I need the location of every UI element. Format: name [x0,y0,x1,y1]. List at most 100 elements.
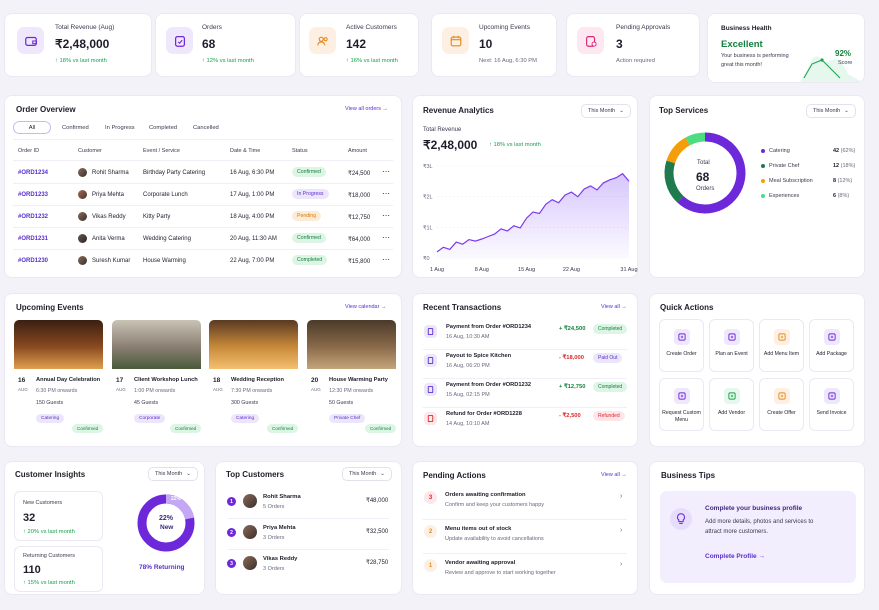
create-order-icon [673,329,690,345]
pending-count-badge: 1 [424,559,437,572]
transaction-date: 16 Aug, 06:20 PM [446,363,490,369]
quick-action-button[interactable]: Add Menu Item [759,319,804,372]
more-icon[interactable]: ⋯ [382,189,390,198]
pending-actions-card: Pending Actions View all → 3 Orders awai… [412,461,638,595]
insights-period-dropdown[interactable]: This Month ⌄ [148,467,198,481]
stat-value: 68 [202,37,216,51]
order-overview-title: Order Overview [16,105,76,114]
view-all-transactions-link[interactable]: View all → [601,304,627,310]
event-name: House Warming Party [329,377,388,383]
revenue-analytics-card: Revenue Analytics This Month ⌄ Total Reve… [412,95,638,278]
donut-slice [666,137,691,164]
legend-label: Experiences [769,193,800,199]
event-card[interactable]: 20 AUG House Warming Party 12:30 PM onwa… [307,320,397,435]
top-customer-row[interactable]: 1 Rohit Sharma 5 Orders ₹48,000 [216,491,403,519]
quick-action-button[interactable]: Add Package [809,319,854,372]
order-id[interactable]: #ORD1230 [18,258,49,264]
transaction-row[interactable]: Payout to Spice Kitchen 16 Aug, 06:20 PM… [413,350,639,378]
create-offer-icon [773,388,790,404]
revenue-period-dropdown[interactable]: This Month ⌄ [581,104,631,118]
x-tick-label: 8 Aug [475,267,489,273]
status-badge: Pending [292,211,322,221]
transaction-row[interactable]: Refund for Order #ORD1228 14 Aug, 10:10 … [413,408,639,436]
tab-cancelled[interactable]: Cancelled [193,125,219,131]
quick-action-button[interactable]: Create Order [659,319,704,372]
customer-orders: 3 Orders [263,566,285,572]
stat-card-approvals[interactable]: Pending Approvals 3 Action required [566,13,700,77]
quick-action-label: Add Vendor [717,410,746,416]
tab-in-progress[interactable]: In Progress [105,125,135,131]
event-month: AUG [311,387,321,392]
quick-action-button[interactable]: Plan an Event [709,319,754,372]
services-period-dropdown[interactable]: This Month ⌄ [806,104,856,118]
tab-confirmed[interactable]: Confirmed [62,125,89,131]
event-card[interactable]: 17 AUG Client Workshop Lunch 1:00 PM onw… [112,320,202,435]
pending-action-row[interactable]: 3 Orders awaiting confirmation Confirm a… [413,489,639,519]
view-all-orders-link[interactable]: View all orders → [345,106,389,112]
plan-event-icon [723,329,740,345]
stat-title: Orders [202,24,222,31]
revenue-change: ↑ 18% vs last month [489,142,541,148]
stat-card-events[interactable]: Upcoming Events 10 Next: 16 Aug, 6:30 PM [431,13,557,77]
add-package-icon [823,329,840,345]
quick-action-button[interactable]: Send Invoice [809,378,854,431]
transaction-name: Payment from Order #ORD1232 [446,382,532,388]
chevron-down-icon: ⌄ [380,471,385,477]
event-name: Wedding Reception [231,377,284,383]
view-calendar-link[interactable]: View calendar → [345,304,387,310]
transaction-status: Completed [593,382,628,392]
avatar [243,525,257,539]
pending-desc: Update availability to avoid cancellatio… [445,536,544,542]
event-name: Corporate Lunch [143,192,188,198]
rank-badge: 3 [227,559,236,568]
event-card[interactable]: 18 AUG Wedding Reception 7:30 PM onwards… [209,320,299,435]
quick-action-button[interactable]: Add Vendor [709,378,754,431]
order-id[interactable]: #ORD1231 [18,236,49,242]
event-month: AUG [18,387,28,392]
order-id[interactable]: #ORD1232 [18,214,49,220]
order-id[interactable]: #ORD1234 [18,170,49,176]
more-icon[interactable]: ⋯ [382,167,390,176]
insights-donut-small: 22% [171,496,182,502]
pending-action-row[interactable]: 1 Vendor awaiting approval Review and ap… [413,557,639,587]
top-customers-period-dropdown[interactable]: This Month ⌄ [342,467,392,481]
order-amount: ₹24,500 [348,171,371,177]
order-id[interactable]: #ORD1233 [18,192,49,198]
top-customers-title: Top Customers [226,470,285,479]
legend-value: 12 (18%) [833,163,856,169]
stat-card-revenue[interactable]: Total Revenue (Aug) ₹2,48,000 ↑ 18% vs l… [4,13,152,77]
more-icon[interactable]: ⋯ [382,211,390,220]
transaction-name: Payout to Spice Kitchen [446,353,512,359]
business-health-card[interactable]: Business Health Excellent Your business … [707,13,865,83]
stat-card-customers[interactable]: Active Customers 142 ↑ 16% vs last month [299,13,419,77]
customer-name: Anita Verma [92,236,125,242]
health-desc-2: great this month! [721,62,762,68]
quick-action-button[interactable]: Create Offer [759,378,804,431]
event-name: Client Workshop Lunch [134,377,198,383]
tab-all[interactable]: All [13,121,51,134]
pending-action-row[interactable]: 2 Menu items out of stock Update availab… [413,523,639,553]
quick-action-label: Create Order [666,351,697,357]
donut-center-sub: Orders [696,186,715,192]
order-amount: ₹64,000 [348,237,371,243]
top-customer-row[interactable]: 3 Vikas Reddy 3 Orders ₹28,750 [216,553,403,581]
transaction-row[interactable]: Payment from Order #ORD1234 16 Aug, 10:3… [413,321,639,349]
view-all-pending-link[interactable]: View all → [601,472,627,478]
more-icon[interactable]: ⋯ [382,233,390,242]
status-badge: Completed [292,255,328,265]
stat-card-orders[interactable]: Orders 68 ↑ 12% vs last month [155,13,296,77]
quick-action-button[interactable]: Request Custom Menu [659,378,704,431]
top-customer-row[interactable]: 2 Priya Mehta 3 Orders ₹32,500 [216,522,403,550]
pending-title: Vendor awaiting approval [445,560,516,566]
stat-subtext: Action required [616,58,655,64]
event-card[interactable]: 16 AUG Annual Day Celebration 6:30 PM on… [14,320,104,435]
legend-label: Catering [769,148,790,154]
more-icon[interactable]: ⋯ [382,255,390,264]
health-status: Excellent [721,39,763,50]
lightbulb-icon [670,508,692,530]
tips-desc-2: attract more customers. [705,529,769,535]
legend-value: 6 (8%) [833,193,850,199]
tab-completed[interactable]: Completed [149,125,178,131]
complete-profile-link[interactable]: Complete Profile → [705,553,765,560]
transaction-row[interactable]: Payment from Order #ORD1232 15 Aug, 02:1… [413,379,639,407]
